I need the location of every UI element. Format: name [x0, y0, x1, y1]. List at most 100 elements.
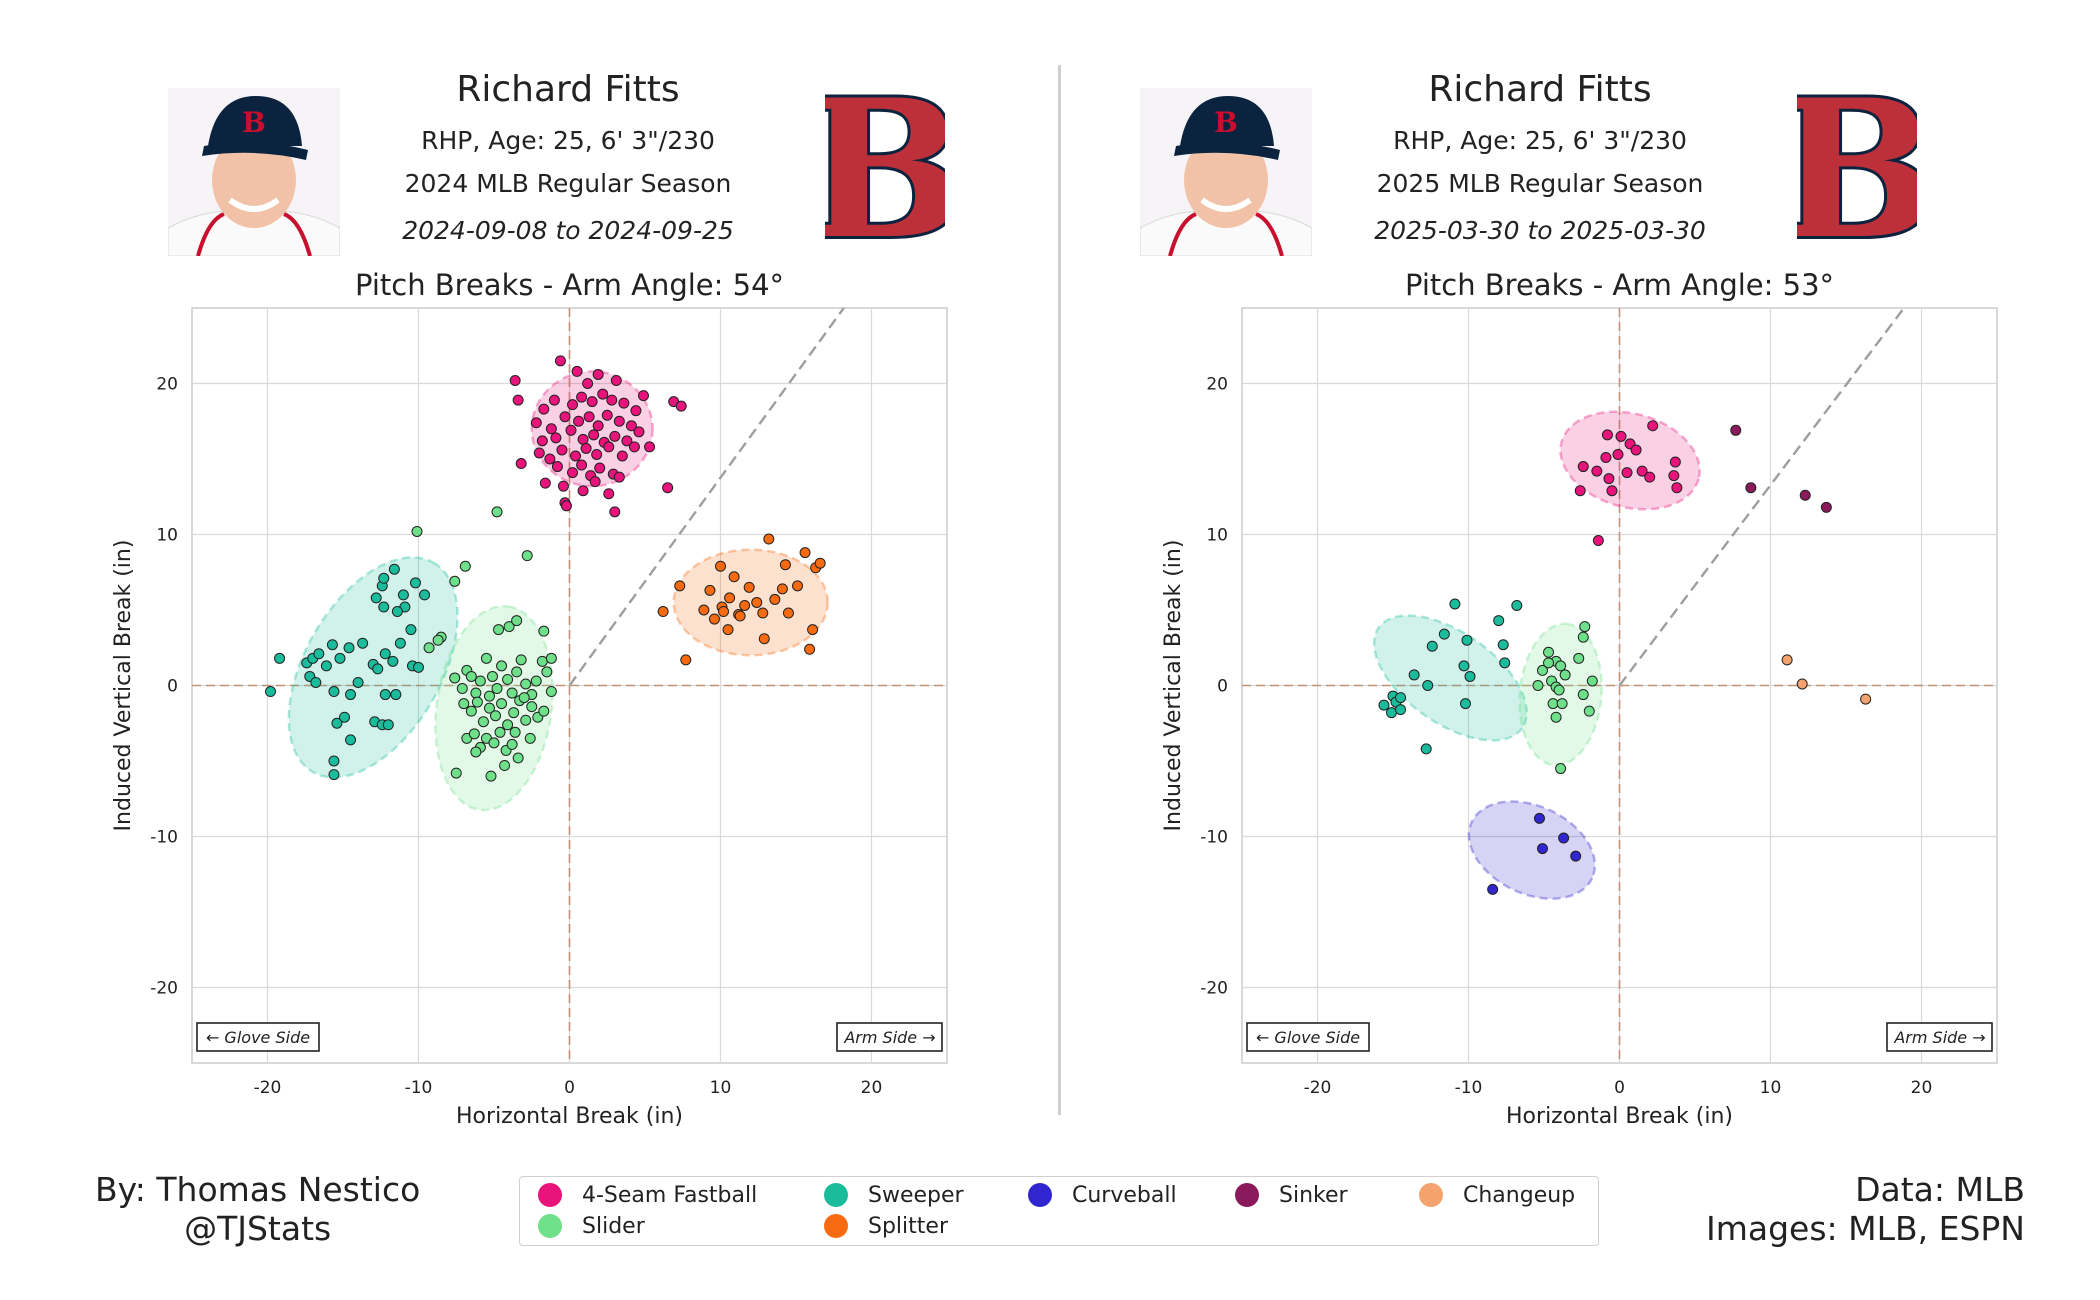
pitch-point	[576, 391, 588, 403]
pitch-point	[538, 403, 550, 415]
x-tick-label: -10	[405, 1078, 433, 1098]
pitch-point	[1395, 692, 1407, 704]
pitch-point	[704, 584, 716, 596]
chart-title: Pitch Breaks - Arm Angle: 54°	[355, 268, 784, 302]
pitch-point	[313, 648, 325, 660]
pitch-point	[804, 643, 816, 655]
pitch-point	[419, 589, 431, 601]
chart-title: Pitch Breaks - Arm Angle: 53°	[1405, 268, 1834, 302]
pitch-point	[1553, 684, 1565, 696]
pitch-point	[1603, 473, 1615, 485]
pitch-point	[1796, 678, 1808, 690]
pitch-point	[1499, 657, 1511, 669]
svg-text:B: B	[242, 106, 266, 139]
pitch-point	[1547, 698, 1559, 710]
player-headshot: B	[167, 88, 341, 257]
pitch-point	[662, 482, 674, 494]
pitch-point	[1606, 485, 1618, 497]
pitch-point	[1630, 444, 1642, 456]
pitch-point	[488, 737, 500, 749]
player-name: Richard Fitts	[456, 69, 680, 110]
pitch-point	[511, 666, 523, 678]
pitch-point	[751, 596, 763, 608]
pitch-point	[506, 738, 518, 750]
pitch-point	[1426, 640, 1438, 652]
player-header: Richard Fitts RHP, Age: 25, 6' 3"/230 20…	[1280, 68, 1800, 246]
pitch-point	[1600, 451, 1612, 463]
pitch-point	[586, 396, 598, 408]
pitch-point	[491, 683, 503, 695]
pitch-point	[524, 732, 536, 744]
legend-label: Sweeper	[868, 1182, 964, 1208]
pitch-point	[411, 525, 423, 537]
pitch-point	[1543, 657, 1555, 669]
x-axis-label: Horizontal Break (in)	[1506, 1104, 1733, 1129]
data-credit: Data: MLB Images: MLB, ESPN	[1706, 1170, 2025, 1248]
pitch-point	[556, 444, 568, 456]
season-label: 2024 MLB Regular Season	[404, 169, 732, 198]
pitch-point	[520, 678, 532, 690]
pitch-point	[449, 672, 461, 684]
pitch-point	[370, 592, 382, 604]
pitch-point	[1574, 485, 1586, 497]
legend-swatch	[824, 1214, 848, 1238]
pitch-point	[512, 394, 524, 406]
pitch-point	[496, 698, 508, 710]
pitch-point	[1612, 448, 1624, 460]
player-headshot: B	[1139, 88, 1313, 257]
pitch-point	[616, 450, 628, 462]
y-tick-label: -20	[1200, 979, 1228, 999]
pitch-point	[352, 676, 364, 688]
pitch-point	[799, 547, 811, 559]
pitch-point	[1395, 704, 1407, 716]
x-tick-label: -20	[254, 1078, 282, 1098]
pitch-point	[1497, 639, 1509, 651]
pitch-point	[506, 687, 518, 699]
pitch-point	[637, 390, 649, 402]
svg-text:B: B	[825, 88, 945, 250]
panel-divider	[1058, 65, 1061, 1115]
pitch-legend: 4-Seam Fastball Sweeper Curveball Sinker…	[519, 1176, 1599, 1246]
y-tick-label: -20	[150, 979, 178, 999]
date-range: 2024-09-08 to 2024-09-25	[402, 216, 734, 245]
y-tick-label: 10	[156, 526, 178, 546]
pitch-point	[328, 755, 340, 767]
pitch-point	[485, 770, 497, 782]
legend-item: Slider	[538, 1211, 645, 1241]
pitch-point	[1385, 707, 1397, 719]
pitch-point	[345, 734, 357, 746]
pitch-point	[708, 613, 720, 625]
pitch-point	[1533, 812, 1545, 824]
pitch-point	[567, 399, 579, 411]
pitch-point	[782, 607, 794, 619]
pitch-point	[573, 415, 585, 427]
pitch-point	[560, 500, 572, 512]
pitch-point	[409, 577, 421, 589]
pitch-point	[567, 467, 579, 479]
pitch-point	[331, 717, 343, 729]
pitch-point	[545, 423, 557, 435]
x-axis-label: Horizontal Break (in)	[456, 1104, 683, 1129]
pitch-point	[559, 411, 571, 423]
pitch-point	[609, 506, 621, 518]
y-axis-label: Induced Vertical Break (in)	[111, 540, 136, 832]
x-tick-label: 10	[710, 1078, 732, 1098]
pitch-point	[621, 435, 633, 447]
legend-label: Changeup	[1463, 1182, 1576, 1208]
legend-item: Changeup	[1419, 1180, 1575, 1210]
player-bio: RHP, Age: 25, 6' 3"/230	[421, 126, 715, 155]
pitch-point	[456, 683, 468, 695]
pitch-point	[743, 581, 755, 593]
pitch-point	[728, 571, 740, 583]
author-handle: @TJStats	[184, 1209, 332, 1248]
pitch-point	[633, 426, 645, 438]
pitch-point	[274, 652, 286, 664]
pitch-point	[538, 625, 550, 637]
pitch-point	[601, 409, 613, 421]
pitch-break-chart: Pitch Breaks - Arm Angle: 54° -20 -10 0 10 20…	[111, 268, 948, 1129]
pitch-point	[1532, 680, 1544, 691]
pitch-point	[1543, 646, 1555, 658]
x-tick-label: -20	[1304, 1078, 1332, 1098]
arm-side-label: Arm Side →	[1893, 1028, 1985, 1047]
pitch-point	[776, 583, 788, 595]
